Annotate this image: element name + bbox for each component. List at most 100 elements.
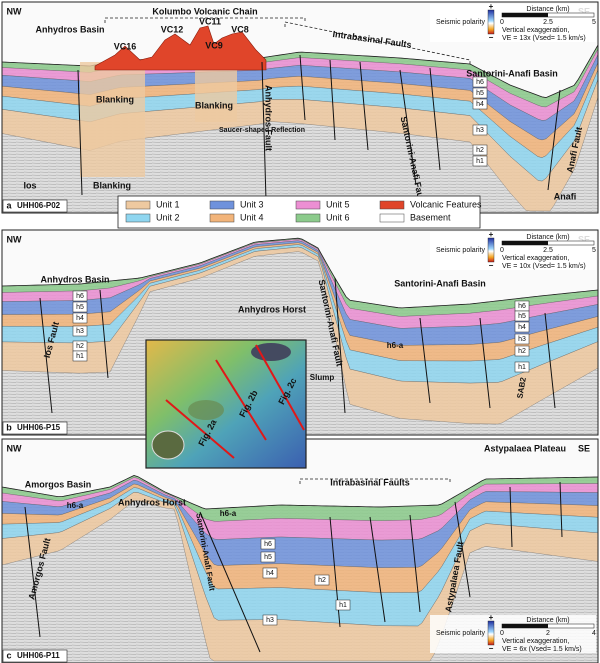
polarity-sign: + xyxy=(489,613,494,622)
fault xyxy=(261,61,267,201)
map-feature xyxy=(151,430,185,460)
horizon-label: h4 xyxy=(518,324,526,331)
scale-tick: 5 xyxy=(592,19,596,26)
scale-tick: 5 xyxy=(592,247,596,254)
panel-letter: c xyxy=(6,650,11,660)
feature-label: Blanking xyxy=(96,94,134,104)
horizon-box xyxy=(260,551,276,563)
scale-title: Distance (km) xyxy=(526,234,569,241)
map-feature xyxy=(188,400,224,420)
fault xyxy=(544,312,556,409)
bracket xyxy=(299,478,451,484)
fault xyxy=(409,514,421,613)
feature-label: Anhydros Basin xyxy=(35,24,104,34)
horizon-label: h3 xyxy=(518,336,526,343)
fault xyxy=(199,511,261,653)
feature-label: SAB2 xyxy=(515,376,528,399)
scale-background xyxy=(430,4,596,42)
profile-name: UHH06-P02 xyxy=(17,201,61,210)
horizon-box xyxy=(514,310,530,322)
fault xyxy=(399,69,417,186)
direction-label: NW xyxy=(7,443,22,453)
legend-swatch xyxy=(209,200,235,210)
legend-label: Unit 3 xyxy=(240,199,264,209)
panel-tag xyxy=(2,649,68,663)
fault xyxy=(454,501,471,598)
horizon-box xyxy=(514,321,530,333)
horizon-label: h2 xyxy=(518,348,526,355)
horizon-box xyxy=(472,98,488,110)
fault xyxy=(419,317,431,404)
legend-label: Unit 5 xyxy=(326,199,350,209)
feature-label: h6-a xyxy=(387,341,404,350)
horizon-box xyxy=(514,333,530,345)
feature-label: Astypalaea Plateau xyxy=(484,443,566,453)
feature-label: Slump xyxy=(310,373,335,382)
polarity-sign: + xyxy=(489,2,494,11)
feature-label: h6-a xyxy=(67,501,84,510)
scale-tick: 2.5 xyxy=(543,19,553,26)
horizon-box xyxy=(262,567,278,579)
fault xyxy=(299,54,306,121)
fault xyxy=(547,89,561,191)
profile-line xyxy=(215,359,267,441)
legend: Unit 1 Unit 2 Unit 3 Unit 4 Unit 5 Unit 6 Volc… xyxy=(117,195,482,229)
feature-label: VC11 xyxy=(199,16,221,26)
horizon-box xyxy=(472,87,488,99)
horizon-box xyxy=(472,124,488,136)
fault xyxy=(479,317,491,409)
polarity-title: Seismic polarity xyxy=(436,19,486,26)
horizon-label: h1 xyxy=(339,602,347,609)
horizon-box xyxy=(72,290,88,302)
feature-label: Anhydros Horst xyxy=(118,497,186,507)
volcanic-features xyxy=(94,25,267,71)
blanking-zone xyxy=(80,62,145,177)
legend-swatch xyxy=(295,200,321,210)
horizon-label: h4 xyxy=(266,570,274,577)
polarity-sign: − xyxy=(489,33,494,42)
fault xyxy=(369,516,386,623)
legend-label: Unit 6 xyxy=(326,212,350,222)
horizon-label: h6 xyxy=(76,293,84,300)
feature-label: Blanking xyxy=(93,180,131,190)
legend-swatch xyxy=(379,200,405,210)
horizon-box xyxy=(335,599,351,611)
feature-label: Saucer-shaped Reflection xyxy=(219,127,305,134)
horizon-box xyxy=(72,350,88,362)
feature-label: VC16 xyxy=(114,41,137,51)
polarity-bar xyxy=(487,237,495,263)
feature-label: Ios xyxy=(23,180,36,190)
polarity-sign: − xyxy=(489,261,494,270)
scale-tick: 0 xyxy=(500,19,504,26)
horizon-label: h5 xyxy=(518,313,526,320)
seafloor xyxy=(1,237,599,309)
horizon-label: h3 xyxy=(266,617,274,624)
horizon-label: h1 xyxy=(76,353,84,360)
fault xyxy=(429,67,441,171)
scale-background xyxy=(430,615,596,653)
legend-label: Unit 2 xyxy=(156,212,180,222)
feature-label: Santorini-Anafi Basin xyxy=(466,68,558,78)
horizon-label: h6 xyxy=(264,541,272,548)
polarity-sign: − xyxy=(489,644,494,653)
profile-name: UHH06-P11 xyxy=(17,651,60,660)
panel-letter: a xyxy=(6,200,12,210)
fault xyxy=(39,297,53,414)
direction-label: SE xyxy=(578,443,590,453)
horizon-label: h3 xyxy=(76,328,84,335)
scale-note: Vertical exaggeration, xyxy=(502,27,569,34)
fault xyxy=(77,69,83,196)
scale-tick: 2.5 xyxy=(543,247,553,254)
horizon-label: h1 xyxy=(476,158,484,165)
feature-label: h6-a xyxy=(220,509,237,518)
scale-title: Distance (km) xyxy=(526,617,569,624)
scale-background xyxy=(430,232,596,270)
feature-label: Amorgos Basin xyxy=(25,479,92,489)
profile-name: UHH06-P15 xyxy=(17,423,61,432)
bracket xyxy=(104,17,306,23)
horizon-label: h3 xyxy=(476,127,484,134)
horizon-box xyxy=(514,361,530,373)
panel-tag xyxy=(2,199,68,213)
